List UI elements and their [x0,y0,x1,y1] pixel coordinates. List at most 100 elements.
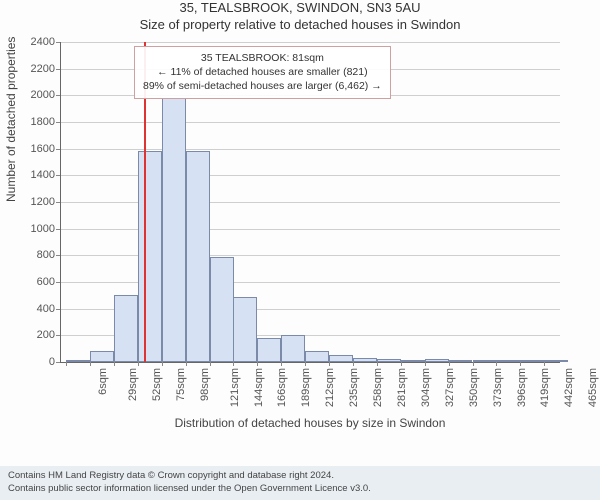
x-tick-label: 281sqm [396,368,408,407]
x-tick-label: 350sqm [468,368,480,407]
gridline [60,42,560,43]
y-tick-mark [56,175,60,176]
gridline [60,122,560,123]
y-tick-label: 1600 [31,143,55,155]
y-tick-mark [56,42,60,43]
x-tick-label: 304sqm [420,368,432,407]
x-tick-mark [210,362,211,366]
histogram-bar [305,351,329,362]
y-tick-mark [56,282,60,283]
x-tick-label: 212sqm [324,368,336,407]
y-tick-mark [56,255,60,256]
y-axis-line [60,42,61,362]
x-tick-label: 419sqm [540,368,552,407]
x-tick-mark [377,362,378,366]
y-tick-label: 600 [37,276,55,288]
x-tick-label: 189sqm [300,368,312,407]
x-tick-mark [544,362,545,366]
plot-area: 35 TEALSBROOK: 81sqm← 11% of detached ho… [60,42,560,362]
y-tick-label: 2200 [31,63,55,75]
histogram-bar [281,335,305,362]
histogram-bar [210,257,234,362]
x-tick-mark [496,362,497,366]
histogram-bar [90,351,114,362]
x-tick-label: 121sqm [229,368,241,407]
x-tick-label: 235sqm [348,368,360,407]
x-tick-mark [233,362,234,366]
x-tick-label: 373sqm [492,368,504,407]
x-tick-mark [473,362,474,366]
x-tick-mark [281,362,282,366]
chart-container: Number of detached properties 35 TEALSBR… [0,34,600,444]
y-tick-label: 1800 [31,116,55,128]
x-axis-label: Distribution of detached houses by size … [60,416,560,430]
y-tick-label: 800 [37,249,55,261]
x-tick-mark [162,362,163,366]
x-tick-label: 52sqm [151,368,163,401]
x-tick-mark [186,362,187,366]
x-tick-label: 327sqm [444,368,456,407]
gridline [60,255,560,256]
x-axis-line [60,362,560,363]
y-tick-mark [56,202,60,203]
annotation-line: ← 11% of detached houses are smaller (82… [143,65,382,79]
y-tick-label: 200 [37,329,55,341]
x-tick-label: 75sqm [175,368,187,401]
y-tick-label: 2400 [31,36,55,48]
x-tick-mark [329,362,330,366]
x-tick-mark [449,362,450,366]
histogram-bar [114,295,138,362]
footer-line-1: Contains HM Land Registry data © Crown c… [8,470,592,483]
histogram-bar [329,355,353,362]
histogram-bar [162,98,186,362]
y-tick-label: 1000 [31,223,55,235]
x-tick-label: 442sqm [564,368,576,407]
histogram-bar [186,151,210,362]
x-tick-mark [257,362,258,366]
gridline [60,149,560,150]
gridline [60,202,560,203]
histogram-bar [138,151,162,362]
attribution-footer: Contains HM Land Registry data © Crown c… [0,466,600,500]
histogram-bar [257,338,281,362]
histogram-bar [233,297,257,362]
y-tick-mark [56,69,60,70]
y-tick-label: 0 [49,356,55,368]
x-tick-mark [138,362,139,366]
y-tick-mark [56,362,60,363]
y-tick-mark [56,309,60,310]
footer-line-2: Contains public sector information licen… [8,483,592,496]
x-tick-mark [114,362,115,366]
x-tick-label: 6sqm [97,368,109,395]
y-tick-label: 1400 [31,169,55,181]
address-title: 35, TEALSBROOK, SWINDON, SN3 5AU [0,0,600,17]
y-tick-label: 1200 [31,196,55,208]
chart-subtitle: Size of property relative to detached ho… [0,17,600,34]
x-tick-label: 465sqm [588,368,600,407]
y-tick-mark [56,122,60,123]
annotation-line: 89% of semi-detached houses are larger (… [143,79,382,93]
gridline [60,175,560,176]
y-tick-mark [56,95,60,96]
x-tick-mark [90,362,91,366]
annotation-box: 35 TEALSBROOK: 81sqm← 11% of detached ho… [134,46,391,99]
x-tick-label: 29sqm [127,368,139,401]
x-tick-label: 258sqm [372,368,384,407]
y-tick-label: 2000 [31,89,55,101]
x-tick-mark [520,362,521,366]
x-tick-label: 144sqm [253,368,265,407]
x-tick-label: 98sqm [199,368,211,401]
y-tick-mark [56,149,60,150]
x-tick-mark [305,362,306,366]
annotation-line: 35 TEALSBROOK: 81sqm [143,51,382,65]
x-tick-mark [353,362,354,366]
x-tick-label: 166sqm [276,368,288,407]
x-tick-label: 396sqm [516,368,528,407]
y-tick-mark [56,229,60,230]
y-tick-mark [56,335,60,336]
y-tick-label: 400 [37,303,55,315]
y-axis-label: Number of detached properties [4,37,18,202]
gridline [60,282,560,283]
x-tick-mark [401,362,402,366]
x-tick-mark [425,362,426,366]
